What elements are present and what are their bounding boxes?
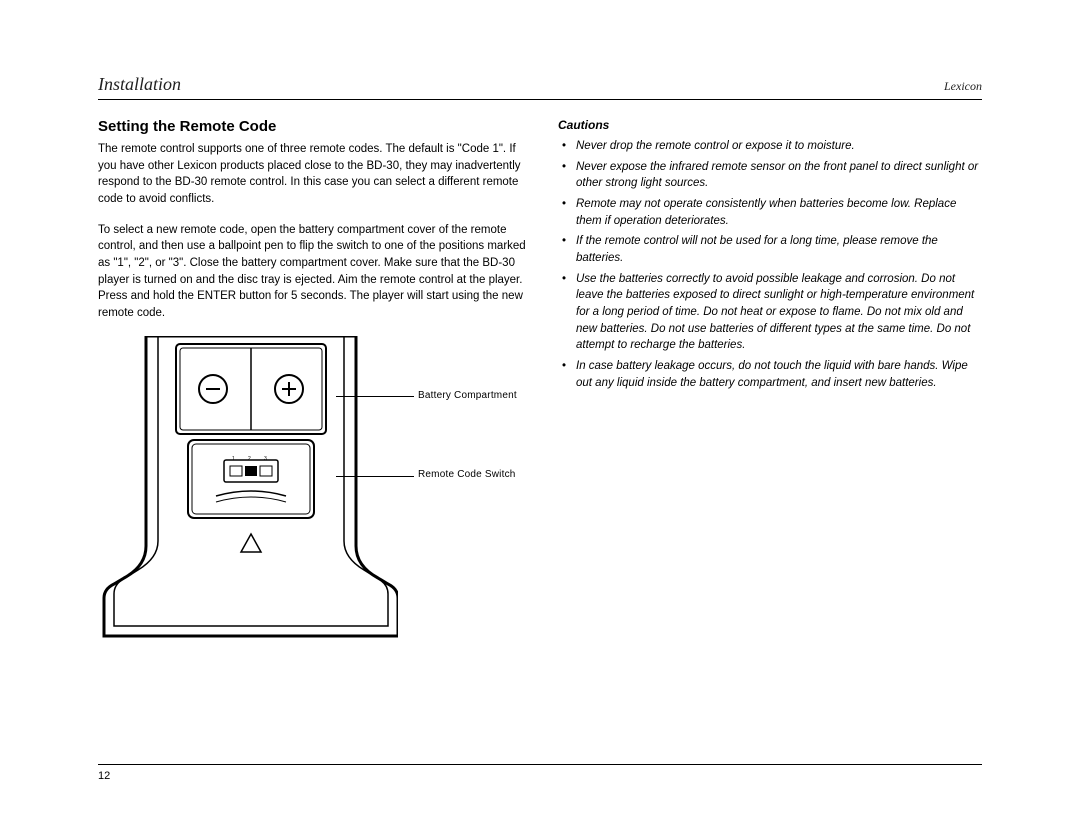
- paragraph-1: The remote control supports one of three…: [98, 141, 528, 208]
- callout-battery-compartment: Battery Compartment: [418, 390, 517, 401]
- remote-illustration: 1 2 3: [98, 336, 398, 646]
- cautions-list: Never drop the remote control or expose …: [558, 138, 982, 391]
- caution-item: Remote may not operate consistently when…: [558, 196, 982, 229]
- brand-label: Lexicon: [944, 79, 982, 94]
- caution-item: Use the batteries correctly to avoid pos…: [558, 271, 982, 354]
- left-column: Setting the Remote Code The remote contr…: [98, 118, 528, 646]
- caution-item: Never drop the remote control or expose …: [558, 138, 982, 155]
- svg-text:2: 2: [248, 456, 251, 462]
- footer-rule: [98, 764, 982, 765]
- caution-item: Never expose the infrared remote sensor …: [558, 159, 982, 192]
- right-column: Cautions Never drop the remote control o…: [558, 118, 982, 646]
- caution-item: In case battery leakage occurs, do not t…: [558, 358, 982, 391]
- svg-text:1: 1: [232, 456, 235, 462]
- callout-line-1: [336, 396, 414, 397]
- cautions-heading: Cautions: [558, 118, 982, 132]
- svg-text:3: 3: [264, 456, 267, 462]
- paragraph-2: To select a new remote code, open the ba…: [98, 222, 528, 322]
- caution-item: If the remote control will not be used f…: [558, 233, 982, 266]
- page-header: Installation Lexicon: [98, 74, 982, 100]
- callout-line-2: [336, 476, 414, 477]
- subsection-heading: Setting the Remote Code: [98, 118, 528, 135]
- callout-remote-code-switch: Remote Code Switch: [418, 469, 516, 480]
- section-title: Installation: [98, 74, 181, 95]
- remote-diagram: 1 2 3 Battery Compartment Remote Code Sw…: [98, 336, 528, 646]
- page-number: 12: [98, 770, 110, 782]
